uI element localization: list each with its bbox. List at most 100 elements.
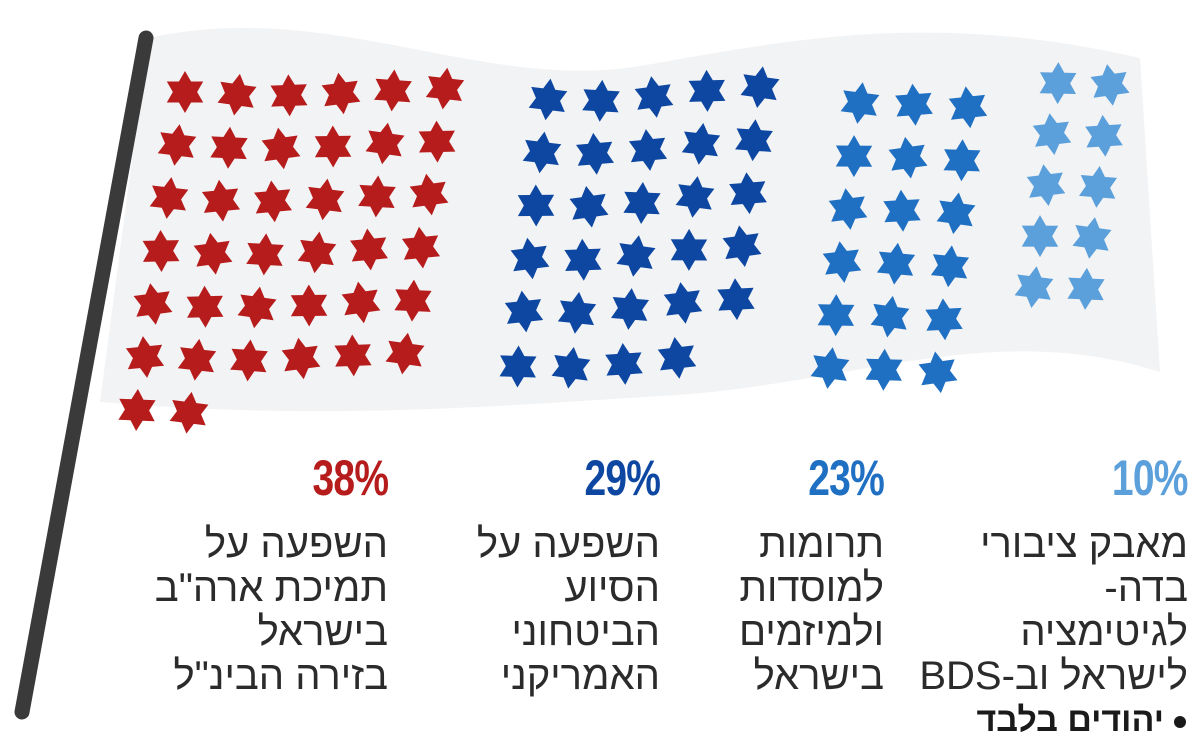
pictograph-star [321,72,361,115]
pictograph-star [418,120,456,163]
pictograph-star [365,122,405,165]
star-triangle [261,135,298,170]
pictograph-star [510,237,550,280]
star-triangle [878,251,916,285]
star-triangle [657,345,694,379]
star-triangle [504,299,541,333]
pictograph-star [394,279,432,322]
pictograph-star [169,391,209,434]
star-triangle [605,352,642,385]
pictograph-star [576,132,614,175]
star-triangle [231,348,268,382]
star-triangle [240,294,277,329]
pictograph-star [217,73,257,116]
star-triangle [500,355,537,388]
star-triangle [722,233,759,267]
pictograph-star [822,241,862,283]
pictograph-star [564,238,602,281]
star-triangle [211,136,248,169]
star-triangle [684,131,721,165]
pictograph-star [722,225,762,267]
pictograph-star [499,345,537,388]
pictograph-star [930,245,970,288]
star-triangle [729,181,766,215]
pictograph-star [883,189,921,232]
star-triangle [281,345,318,380]
pictograph-star [297,231,337,274]
pictograph-star [735,119,773,162]
star-triangle [428,76,465,110]
star-triangle [152,185,189,219]
pictograph-star [281,337,321,380]
pictograph-star [270,74,308,117]
star-triangle [822,249,859,283]
star-triangle [314,135,352,168]
pictograph-star [118,389,156,431]
pictograph-star [688,69,726,112]
pictograph-star [186,285,224,328]
star-group-navy [499,66,780,389]
star-triangle [743,74,780,108]
pictograph-star [948,86,988,129]
star-group-light [1014,62,1130,310]
star-triangle [193,240,230,275]
star-triangle [619,243,656,277]
pictograph-star [870,295,910,338]
star-triangle [835,145,873,178]
star-triangle [160,132,197,166]
label-line: השפעה על [476,522,660,566]
pictograph-star [358,175,396,218]
star-triangle [186,295,223,328]
star-triangle [119,398,156,431]
pictograph-star [918,351,958,394]
pictograph-star [876,242,916,285]
pictograph-star [551,347,591,389]
pictograph-star [925,298,963,341]
pictograph-star [717,278,755,321]
star-triangle [554,355,591,389]
pictograph-star [246,233,284,276]
star-group-blue [810,82,988,394]
pictograph-star [569,186,609,228]
pictograph-star [334,334,372,377]
pictograph-star [261,127,301,170]
star-triangle [359,184,396,218]
label-line: לישראל וב-BDS [919,654,1188,698]
star-triangle [220,81,257,116]
star-triangle [418,130,455,163]
star-triangle [166,81,204,113]
star-triangle [125,344,163,378]
star-triangle [350,237,387,271]
star-triangle [180,347,217,381]
star-triangle [564,248,601,281]
pictograph-star [670,228,708,271]
pictograph-star [616,235,656,277]
category-column-1: 38% השפעה על תמיכת ארה"ב בישראל בזירה הב… [155,448,389,698]
pictograph-star [305,178,345,221]
star-triangle [678,184,715,218]
flag-pole [14,30,154,720]
bullet-dot [1174,716,1186,729]
pictograph-star [230,339,268,382]
star-triangle [388,340,425,375]
star-triangle [634,84,671,118]
star-triangle [334,344,371,377]
star-triangle [395,289,432,322]
star-triangle [813,355,850,389]
star-triangle [888,144,925,179]
star-triangle [133,291,170,325]
percent-label: 29% [584,450,661,506]
star-group-red [118,67,465,434]
pictograph-star [314,125,352,168]
star-triangle [270,84,307,117]
pictograph-star [341,281,381,324]
star-triangle [612,297,649,330]
label-line: למוסדות [739,566,884,610]
label-line: בישראל [753,654,884,698]
star-triangle [401,235,439,269]
star-triangle [409,181,446,216]
pictograph-star [401,226,441,269]
pictograph-star [149,177,189,219]
star-triangle [925,307,962,341]
pictograph-star [425,67,465,110]
